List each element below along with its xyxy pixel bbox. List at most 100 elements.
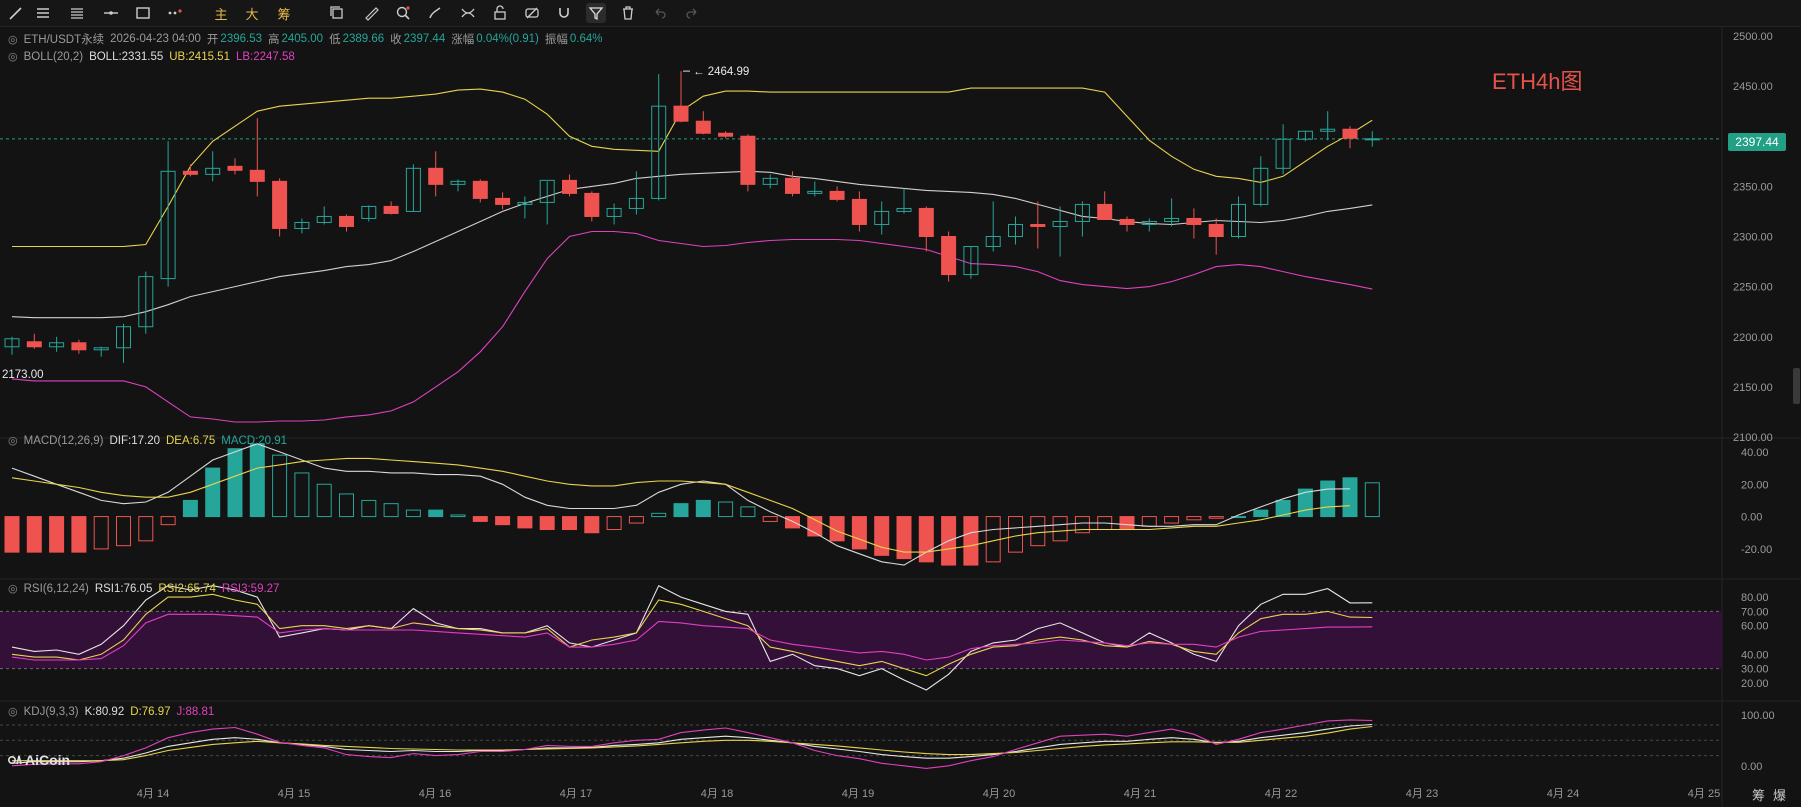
candle-body (1164, 217, 1180, 222)
macd-histogram-bar (1052, 516, 1068, 542)
macd-histogram-bar (472, 516, 488, 522)
candle-body (160, 170, 176, 280)
high-value: 2405.00 (281, 33, 324, 45)
open-value: 2396.53 (220, 33, 262, 45)
candle-body (227, 165, 243, 171)
macd-histogram-bar (428, 509, 444, 518)
candle-body (628, 197, 644, 209)
rsi1-line (11, 584, 1373, 691)
rsi-tick-label: 80.00 (1741, 592, 1769, 604)
kdj-tick-label: 100.00 (1741, 710, 1775, 722)
brush-icon[interactable] (425, 3, 445, 23)
horizontal-line-icon[interactable] (101, 3, 121, 23)
candle-body (807, 190, 823, 194)
macd-histogram-bar (1275, 499, 1291, 518)
date-tick-label: 4月 18 (701, 788, 733, 800)
chart-canvas[interactable]: 2500.002450.002400.002350.002300.002250.… (0, 26, 1801, 807)
rsi2-value: RSI2:65.74 (158, 582, 216, 595)
candle-body (785, 177, 800, 194)
aicoin-logo: AiCoin (8, 752, 70, 768)
candle-body (1320, 128, 1336, 132)
candle-body (1231, 203, 1246, 237)
kdj-legend: ◎ KDJ(9,3,3) K:80.92 D:76.97 J:88.81 (8, 705, 214, 719)
candle-body (941, 236, 957, 276)
macd-tick-label: 20.00 (1741, 479, 1769, 491)
dots-icon[interactable] (165, 3, 185, 23)
macd-legend: ◎ MACD(12,26,9) DIF:17.20 DEA:6.75 MACD:… (8, 434, 287, 448)
zoom-icon[interactable] (393, 3, 413, 23)
macd-histogram-bar (562, 516, 577, 531)
macd-histogram-bar (628, 516, 644, 524)
eye-icon[interactable]: ◎ (8, 435, 18, 447)
candle-body (896, 207, 912, 212)
date-tick-label: 4月 14 (137, 788, 169, 800)
macd-histogram-bar (1119, 516, 1135, 531)
main-chart-button[interactable]: 主 (214, 6, 228, 22)
candle-body (539, 179, 555, 203)
macd-name[interactable]: MACD(12,26,9) (23, 434, 104, 447)
eye-icon[interactable]: ◎ (8, 706, 18, 718)
rsi-name[interactable]: RSI(6,12,24) (23, 582, 89, 595)
macd-histogram-bar (851, 516, 867, 550)
eye-icon[interactable]: ◎ (8, 583, 18, 595)
candle-body (339, 215, 354, 227)
date-tick-label: 4月 24 (1547, 788, 1579, 800)
candle-body (405, 167, 421, 212)
candle-body (1186, 217, 1202, 225)
undo-icon[interactable] (650, 3, 670, 23)
magnet-icon[interactable] (554, 3, 574, 23)
candle-body (874, 210, 890, 225)
large-button[interactable]: 大 (245, 6, 259, 22)
kdj-d-line (12, 725, 1373, 762)
menu-icon[interactable] (33, 3, 53, 23)
high-price-label: ← 2464.99 (693, 66, 749, 78)
chips-button[interactable]: 筹 (277, 6, 291, 22)
copy-icon[interactable] (327, 3, 347, 23)
candle-body (1297, 130, 1313, 140)
list-icon[interactable] (67, 3, 87, 23)
macd-histogram-bar (606, 516, 622, 531)
macd-histogram-bar (383, 503, 399, 518)
logo-text: AiCoin (25, 752, 71, 768)
amp-label: 振幅 (544, 34, 568, 46)
date-tick-label: 4月 16 (419, 788, 451, 800)
kdj-tick-label: 0.00 (1741, 761, 1762, 773)
axis-scroll-handle[interactable] (1793, 368, 1800, 404)
date-tick-label: 4月 20 (983, 788, 1015, 800)
low-value: 2389.66 (342, 33, 385, 45)
chips-toggle[interactable]: 筹 (1752, 788, 1766, 803)
rsi-legend: ◎ RSI(6,12,24) RSI1:76.05 RSI2:65.74 RSI… (8, 582, 279, 596)
candle-body (517, 201, 533, 205)
candle-body (695, 120, 711, 134)
redo-icon[interactable] (682, 3, 702, 23)
macd-histogram-bar (495, 516, 511, 526)
drawing-toolbar: 主 大 筹 (0, 0, 1801, 27)
chevron-icon[interactable]: ◎ (8, 33, 18, 46)
candle-body (740, 135, 756, 185)
price-tick-label: 2150.00 (1733, 382, 1773, 394)
candle-body (138, 276, 154, 328)
filter-icon[interactable] (586, 3, 606, 23)
pencil-icon[interactable] (6, 3, 26, 23)
macd-histogram-bar (1030, 516, 1046, 547)
kdj-k-line (11, 723, 1373, 764)
eye-icon[interactable]: ◎ (8, 51, 18, 63)
macd-histogram-bar (1342, 477, 1358, 518)
rectangle-icon[interactable] (133, 3, 153, 23)
boll-name[interactable]: BOLL(20,2) (23, 50, 84, 63)
kdj-name[interactable]: KDJ(9,3,3) (23, 705, 79, 718)
eye-off-icon[interactable] (522, 3, 542, 23)
lock-icon[interactable] (490, 3, 510, 23)
ruler-icon[interactable] (361, 3, 381, 23)
liquidation-toggle[interactable]: 爆 (1773, 788, 1787, 803)
candle-body (1119, 218, 1135, 225)
butterfly-icon[interactable] (458, 3, 478, 23)
candle-body (1052, 220, 1068, 227)
candle-body (1097, 203, 1113, 220)
price-tick-label: 2500.00 (1733, 31, 1773, 43)
macd-histogram-bar (584, 516, 600, 534)
date-tick-label: 4月 15 (278, 788, 310, 800)
trash-icon[interactable] (618, 3, 638, 23)
macd-histogram-bar (339, 493, 354, 518)
kdj-d: D:76.97 (130, 705, 171, 718)
